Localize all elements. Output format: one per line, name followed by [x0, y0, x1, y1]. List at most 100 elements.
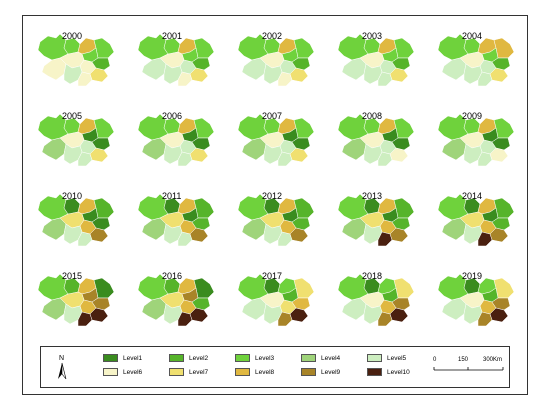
- region-12: [277, 231, 293, 247]
- year-label: 2007: [262, 111, 283, 121]
- region-map: [137, 193, 215, 247]
- scale-label-0: 0: [433, 357, 437, 363]
- region-12: [77, 151, 93, 167]
- year-label: 2002: [262, 31, 283, 41]
- legend-label: Level10: [387, 369, 410, 376]
- region-12: [177, 311, 193, 327]
- region-12: [377, 231, 393, 247]
- year-label: 2011: [162, 191, 182, 201]
- year-label: 2016: [162, 271, 183, 281]
- map-2018: 2018: [326, 262, 426, 342]
- map-2007: 2007: [226, 102, 326, 182]
- region-6: [341, 57, 367, 81]
- legend-label: Level6: [123, 369, 143, 376]
- north-arrow-icon: N: [58, 355, 67, 380]
- region-6: [141, 57, 167, 81]
- region-12: [177, 151, 193, 167]
- map-2001: 2001: [126, 22, 226, 102]
- map-2014: 2014: [426, 182, 526, 262]
- legend-swatch: [367, 354, 382, 362]
- region-12: [177, 231, 193, 247]
- region-6: [441, 57, 467, 81]
- region-map: [337, 113, 415, 167]
- map-legend: N Level1 Level2 Level3 Level4 Level5 Level6 Le…: [40, 346, 510, 388]
- map-2005: 2005: [26, 102, 126, 182]
- year-label: 2013: [362, 191, 383, 201]
- year-label: 2003: [362, 31, 383, 41]
- region-6: [141, 137, 167, 161]
- figure-frame: [22, 15, 528, 395]
- region-12: [477, 71, 493, 87]
- region-map: [237, 113, 315, 167]
- legend-label: Level3: [255, 355, 275, 362]
- legend-label: Level2: [189, 355, 209, 362]
- legend-swatch: [235, 368, 250, 376]
- region-6: [241, 57, 267, 81]
- legend-label: Level4: [321, 355, 341, 362]
- map-grid: 2000 2001 2002 2003 2004 2005 2006 2007 2008 2009…: [26, 22, 522, 340]
- map-2002: 2002: [226, 22, 326, 102]
- region-map: [37, 273, 115, 327]
- legend-label: Level5: [387, 355, 407, 362]
- map-2009: 2009: [426, 102, 526, 182]
- legend-swatch: [169, 354, 184, 362]
- legend-swatch: [367, 368, 382, 376]
- region-map: [37, 113, 115, 167]
- legend-label: Level1: [123, 355, 143, 362]
- region-map: [437, 273, 515, 327]
- region-map: [237, 193, 315, 247]
- region-12: [77, 231, 93, 247]
- region-6: [241, 297, 267, 321]
- region-6: [41, 137, 67, 161]
- region-12: [377, 311, 393, 327]
- region-6: [341, 217, 367, 241]
- region-12: [277, 311, 293, 327]
- region-6: [141, 217, 167, 241]
- year-label: 2000: [62, 31, 83, 41]
- region-12: [177, 71, 193, 87]
- region-map: [237, 273, 315, 327]
- year-label: 2019: [462, 271, 483, 281]
- map-2016: 2016: [126, 262, 226, 342]
- north-label: N: [59, 355, 64, 362]
- map-2013: 2013: [326, 182, 426, 262]
- region-6: [41, 57, 67, 81]
- legend-swatch: [301, 368, 316, 376]
- region-12: [77, 71, 93, 87]
- map-2008: 2008: [326, 102, 426, 182]
- region-map: [137, 33, 215, 87]
- year-label: 2012: [262, 191, 283, 201]
- region-6: [41, 217, 67, 241]
- region-map: [37, 193, 115, 247]
- map-2015: 2015: [26, 262, 126, 342]
- region-6: [241, 217, 267, 241]
- region-map: [237, 33, 315, 87]
- map-2017: 2017: [226, 262, 326, 342]
- year-label: 2014: [462, 191, 483, 201]
- region-12: [477, 311, 493, 327]
- year-label: 2004: [462, 31, 483, 41]
- region-map: [337, 273, 415, 327]
- legend-swatch: [169, 368, 184, 376]
- map-2011: 2011: [126, 182, 226, 262]
- map-2000: 2000: [26, 22, 126, 102]
- legend-swatch: [301, 354, 316, 362]
- map-2012: 2012: [226, 182, 326, 262]
- year-label: 2018: [362, 271, 383, 281]
- region-12: [377, 71, 393, 87]
- legend-swatch: [235, 354, 250, 362]
- year-label: 2008: [362, 111, 383, 121]
- region-6: [241, 137, 267, 161]
- region-map: [37, 33, 115, 87]
- scale-bar: 0 150 300Km: [433, 357, 507, 379]
- year-label: 2015: [62, 271, 83, 281]
- map-2010: 2010: [26, 182, 126, 262]
- region-6: [341, 137, 367, 161]
- region-map: [137, 113, 215, 167]
- scale-label-150: 150: [458, 357, 469, 363]
- region-12: [277, 71, 293, 87]
- region-12: [277, 151, 293, 167]
- legend-swatch: [103, 368, 118, 376]
- map-2006: 2006: [126, 102, 226, 182]
- legend-swatch: [103, 354, 118, 362]
